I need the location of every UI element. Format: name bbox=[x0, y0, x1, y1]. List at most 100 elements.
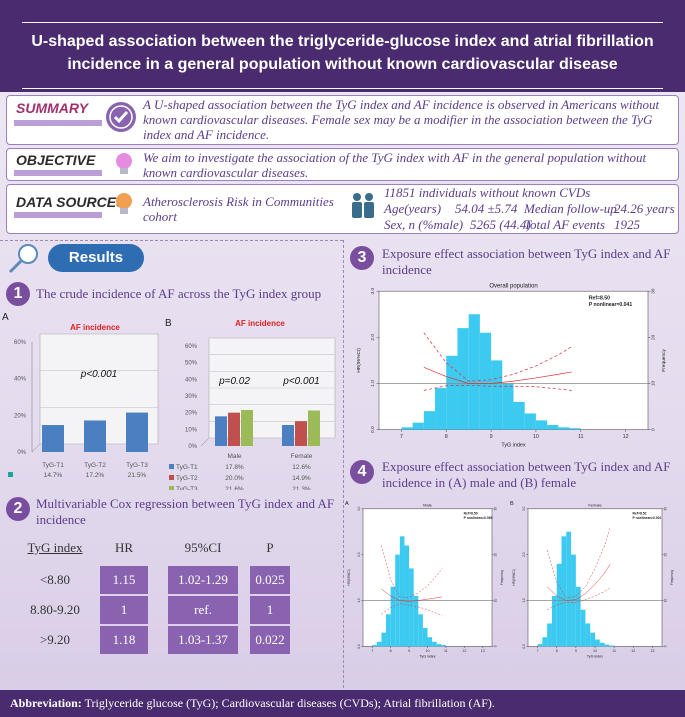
histogram-bar bbox=[569, 428, 581, 430]
section-title: Exposure effect association between TyG … bbox=[382, 459, 671, 490]
value-label: 21.6% bbox=[225, 486, 244, 490]
check-icon bbox=[106, 102, 136, 132]
legend-label: TyG-T1 bbox=[176, 464, 198, 471]
x-tick-label: TyG-T2 bbox=[84, 462, 106, 469]
panel-label: A bbox=[2, 312, 9, 323]
hr-curve bbox=[423, 332, 572, 382]
header-rule bbox=[22, 22, 663, 23]
row-label: 8.80-9.20 bbox=[30, 602, 80, 617]
hr-curve bbox=[381, 588, 443, 602]
histogram-bar bbox=[413, 595, 419, 647]
value-label: 14.7% bbox=[44, 472, 63, 479]
histogram-bar bbox=[556, 563, 562, 647]
legend-marker bbox=[169, 475, 174, 480]
histogram-bar bbox=[441, 645, 446, 647]
histogram-bar bbox=[457, 328, 469, 430]
bar bbox=[42, 425, 64, 452]
x-tick-label: 7 bbox=[537, 649, 539, 653]
table-cell: 1.02-1.29 bbox=[168, 566, 238, 594]
value-label: 21.3% bbox=[292, 486, 311, 490]
chart: Overall population 7 8 9 10 11 12 0.0 1.0 2.0 3.0 0… bbox=[356, 284, 667, 449]
bar bbox=[295, 421, 307, 446]
annotation: P nonlinear=0.041 bbox=[589, 302, 633, 308]
y-tick-label: 0.0 bbox=[370, 426, 376, 433]
histogram-bar bbox=[513, 401, 525, 430]
x-axis-label: TyG index bbox=[419, 655, 435, 659]
histogram-bar bbox=[372, 645, 377, 647]
histogram-bar bbox=[468, 314, 480, 430]
histogram-bar bbox=[524, 413, 536, 430]
histogram-bar bbox=[404, 545, 410, 647]
histogram-bar bbox=[409, 568, 414, 647]
hr-curve bbox=[423, 366, 572, 384]
section-number: 4 bbox=[350, 460, 374, 484]
x-tick-label: 12 bbox=[462, 649, 466, 653]
histogram-bar bbox=[435, 388, 447, 430]
hr-curve bbox=[381, 545, 443, 598]
x-tick-label: 9 bbox=[575, 649, 577, 653]
hr-curve bbox=[381, 603, 443, 616]
people-icon bbox=[352, 193, 374, 218]
stat-value: 5265 (44.4) bbox=[470, 217, 531, 232]
table-cell: 1.03-1.37 bbox=[168, 626, 238, 654]
chart-title: AF incidence bbox=[70, 323, 120, 332]
objective-text: We aim to investigate the association of… bbox=[143, 150, 647, 180]
summary-text: A U-shaped association between the TyG i… bbox=[143, 97, 660, 142]
histogram-bar bbox=[423, 411, 436, 430]
footer-text: Triglyceride glucose (TyG); Cardiovascul… bbox=[84, 696, 495, 710]
bulb-icon bbox=[116, 193, 132, 214]
table-header: 95%CI bbox=[184, 540, 222, 555]
objective-label: OBJECTIVE bbox=[16, 152, 96, 168]
y2-tick-label: 20 bbox=[651, 334, 657, 340]
histogram-bar bbox=[566, 531, 572, 647]
y-tick-label: 40% bbox=[14, 377, 27, 383]
bar bbox=[241, 410, 253, 446]
chart-title: Female bbox=[588, 502, 602, 507]
x-tick-label: 10 bbox=[426, 649, 430, 653]
x-tick-label: 13 bbox=[481, 649, 485, 653]
stat-value: 1925 bbox=[614, 217, 640, 232]
y2-tick-label: 10 bbox=[651, 380, 657, 386]
histogram-bar bbox=[561, 536, 567, 647]
annotation: P nonlinear=0.069 bbox=[464, 516, 493, 520]
histogram-bar bbox=[542, 637, 548, 647]
y-tick-label: 30% bbox=[185, 394, 198, 400]
stat-value: 54.04 ±5.74 bbox=[455, 201, 518, 216]
y-axis-label: HR(95%CI) bbox=[356, 348, 362, 373]
section-title: Multivariable Cox regression between TyG… bbox=[36, 496, 335, 527]
data-sources-label: DATA SOURCES bbox=[16, 194, 126, 210]
histogram-bar bbox=[479, 332, 492, 430]
row-label: <8.80 bbox=[39, 572, 71, 587]
histogram-bar bbox=[427, 637, 433, 647]
x-tick-label: 7 bbox=[371, 649, 373, 653]
x-tick-label: 11 bbox=[444, 649, 448, 653]
value-label: 21.5% bbox=[128, 472, 147, 479]
table-cell: ref. bbox=[168, 596, 238, 624]
histogram-bar bbox=[604, 644, 610, 647]
bar bbox=[84, 420, 106, 452]
value-label: 17.2% bbox=[86, 472, 105, 479]
histogram-bar bbox=[590, 632, 595, 647]
histogram-bar bbox=[537, 644, 543, 647]
footer: Abbreviation: Triglyceride glucose (TyG)… bbox=[0, 690, 685, 717]
histogram-bar bbox=[386, 614, 391, 647]
chart-title: AF incidence bbox=[235, 319, 285, 328]
title: U-shaped association between the triglyc… bbox=[31, 33, 654, 73]
x-tick-label: 12 bbox=[631, 649, 635, 653]
y-axis-label: HR(95%CI) bbox=[347, 569, 351, 585]
y2-tick-label: 0 bbox=[663, 645, 667, 647]
hr-curve bbox=[547, 587, 611, 610]
y2-tick-label: 10 bbox=[493, 599, 497, 603]
table-cell: 1.15 bbox=[100, 566, 148, 594]
data-sources-box bbox=[6, 184, 679, 234]
y-tick-label: 60% bbox=[14, 340, 27, 346]
hr-curve bbox=[546, 563, 611, 601]
y2-axis-label: Frequency bbox=[670, 570, 674, 585]
panel-label: B bbox=[165, 318, 172, 329]
y2-tick-label: 30 bbox=[493, 507, 497, 511]
histogram-bar bbox=[401, 427, 413, 430]
header-rule bbox=[22, 88, 663, 89]
label-underline bbox=[14, 170, 102, 176]
chart: B AF incidence 0% 10% 20% 30% 40% 50% 60% Male p=0… bbox=[165, 318, 336, 490]
